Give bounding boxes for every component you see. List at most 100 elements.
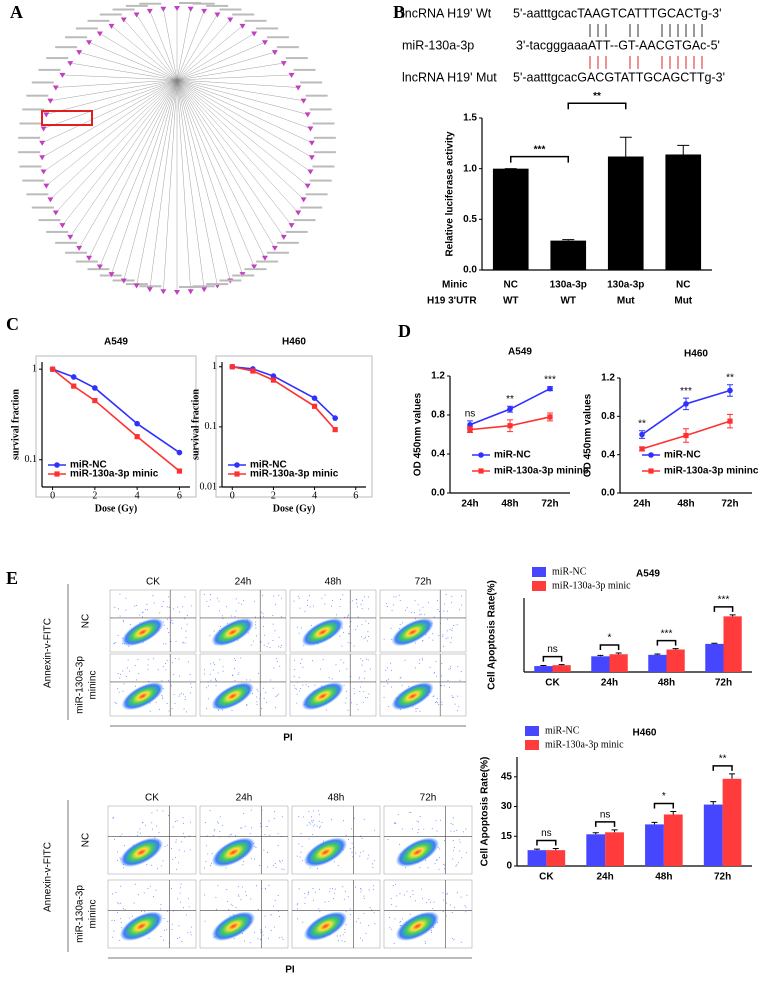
node (307, 126, 314, 132)
bar (607, 156, 644, 270)
scatter-dot (125, 676, 127, 678)
edge (88, 42, 178, 81)
scatter-dot (410, 811, 412, 813)
scatter-dot (347, 615, 349, 617)
edge (176, 25, 243, 81)
node-label (232, 13, 255, 16)
y-axis-label: Relative luciferase activity (445, 131, 456, 257)
edge (176, 79, 308, 115)
node (96, 31, 103, 37)
scatter-dot (343, 898, 345, 900)
scatter-dot (452, 840, 454, 842)
scatter-dot (208, 605, 210, 607)
scatter-dot (183, 850, 185, 852)
scatter-dot (126, 667, 128, 669)
significance-label: *** (534, 144, 546, 155)
scatter-dot (222, 824, 224, 826)
scatter-dot (299, 687, 301, 689)
node-label (31, 81, 54, 84)
node-label (22, 179, 45, 182)
scatter-dot (206, 835, 208, 837)
scatter-dot (393, 822, 395, 824)
scatter-dot (341, 645, 343, 647)
edge (176, 79, 231, 281)
scatter-dot (191, 926, 193, 928)
scatter-dot (122, 670, 124, 672)
scatter-dot (209, 635, 211, 637)
scatter-dot (352, 600, 354, 602)
error-bar (710, 801, 717, 805)
scatter-dot (180, 692, 182, 694)
edge (99, 33, 178, 81)
scatter-dot (363, 895, 365, 897)
density-cloud (303, 911, 348, 941)
scatter-dot (277, 844, 279, 846)
scatter-dot (226, 622, 228, 624)
scatter-dot (415, 708, 417, 710)
scatter-dot (134, 883, 136, 885)
scatter-dot (366, 640, 368, 642)
scatter-dot (302, 921, 304, 923)
scatter-dot (438, 857, 440, 859)
scatter-dot (449, 629, 451, 631)
scatter-dot (350, 621, 352, 623)
scatter-dot (361, 599, 363, 601)
node (251, 31, 258, 37)
scatter-dot (241, 603, 243, 605)
point (467, 427, 473, 433)
scatter-dot (445, 915, 447, 917)
legend-marker (54, 471, 60, 477)
scatter-dot (210, 865, 212, 867)
node-label (55, 46, 78, 49)
y-axis-label: OD 450nm values (413, 392, 424, 476)
x-tick-label: 0 (50, 490, 55, 501)
scatter-dot (141, 911, 143, 913)
scatter-dot (256, 688, 258, 690)
scatter-dot (251, 858, 253, 860)
scatter-dot (222, 666, 224, 668)
scatter-dot (442, 634, 444, 636)
x-axis-label: Dose (Gy) (95, 503, 138, 514)
scatter-dot (458, 609, 460, 611)
scatter-dot (240, 899, 242, 901)
scatter-dot (369, 668, 371, 670)
edge (163, 79, 178, 292)
scatter-dot (165, 669, 167, 671)
sequence-name: miR-130a-3p (402, 38, 474, 52)
row-label: NC (81, 833, 92, 847)
y-tick-label: 0 (506, 861, 512, 872)
scatter-dot (409, 913, 411, 915)
node-label (300, 206, 323, 209)
point (639, 446, 645, 452)
edge (55, 79, 178, 88)
edge (149, 10, 178, 81)
scatter-dot (297, 908, 299, 910)
scatter-dot (360, 888, 362, 890)
scatter-dot (151, 812, 153, 814)
scatter-dot (120, 885, 122, 887)
scatter-dot (172, 674, 174, 676)
scatter-dot (361, 664, 363, 666)
scatter-dot (256, 704, 258, 706)
scatter-dot (303, 644, 305, 646)
scatter-dot (258, 672, 260, 674)
scatter-dot (319, 910, 321, 912)
scatter-dot (307, 893, 309, 895)
scatter-dot (361, 623, 363, 625)
scatter-dot (166, 702, 168, 704)
scatter-dot (391, 904, 393, 906)
node-label (309, 179, 332, 182)
node-label (55, 241, 78, 244)
scatter-dot (264, 915, 266, 917)
scatter-dot (418, 829, 420, 831)
scatter-dot (414, 600, 416, 602)
scatter-dot (240, 827, 242, 829)
scatter-dot (166, 844, 168, 846)
scatter-dot (186, 711, 188, 713)
scatter-dot (373, 885, 375, 887)
scatter-dot (277, 894, 279, 896)
point (507, 406, 513, 412)
scatter-dot (111, 893, 113, 895)
scatter-dot (367, 623, 369, 625)
node (146, 287, 153, 293)
